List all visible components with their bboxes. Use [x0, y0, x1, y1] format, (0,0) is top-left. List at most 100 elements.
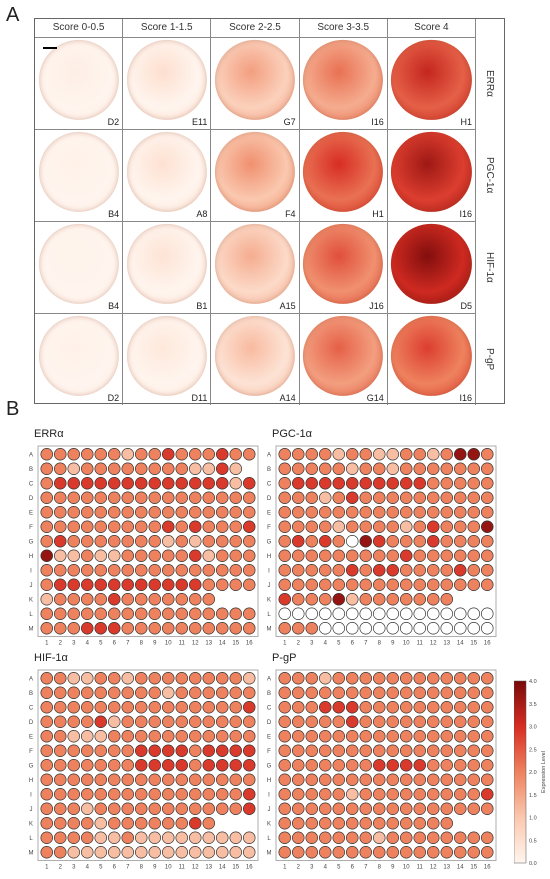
core-dot — [467, 744, 481, 757]
row-tick-label: I — [268, 792, 270, 798]
core-dot — [94, 622, 107, 635]
core-dot — [345, 563, 359, 577]
core-dot — [134, 447, 148, 461]
core-dot — [291, 593, 305, 606]
tissue-core-cell: H1 — [299, 129, 388, 221]
col-tick-label: 10 — [403, 641, 410, 647]
core-dot — [53, 802, 67, 816]
core-dot — [278, 578, 292, 592]
core-dot — [305, 787, 318, 801]
core-dot — [216, 447, 229, 461]
core-dot — [386, 578, 400, 592]
core-dot — [80, 729, 94, 743]
col-tick-label: 6 — [113, 865, 117, 871]
core-dot — [427, 758, 440, 772]
score-column-header: Score 2-2.5 — [211, 19, 300, 37]
core-dot — [318, 715, 332, 728]
colorbar-label: Expression Level — [541, 751, 547, 793]
core-dot — [345, 491, 359, 504]
core-dot — [481, 534, 494, 548]
tissue-core-image — [214, 223, 296, 304]
core-dot — [134, 729, 148, 743]
core-dot — [121, 534, 134, 548]
core-dot — [53, 447, 67, 461]
core-dot — [454, 563, 467, 577]
core-dot — [121, 817, 134, 830]
core-dot — [359, 447, 372, 461]
core-dot — [386, 729, 400, 743]
core-dot — [202, 744, 216, 757]
core-dot — [189, 563, 202, 577]
core-dot — [216, 729, 229, 743]
core-dot — [359, 520, 372, 533]
core-dot — [229, 831, 243, 845]
row-tick-label: M — [267, 626, 272, 632]
core-dot — [107, 715, 121, 728]
col-tick-label: 3 — [72, 865, 76, 871]
core-dot — [372, 700, 386, 714]
core-dot — [345, 593, 359, 606]
core-dot — [467, 476, 481, 490]
core-dot — [291, 817, 305, 830]
core-dot — [291, 622, 305, 635]
core-dot — [413, 846, 427, 859]
expression-colorbar: 0.0 0.5 1.0 1.5 2.0 2.5 3.0 3.5 4.0 Expression Le… — [513, 678, 548, 873]
core-dot — [332, 447, 345, 461]
core-dot — [332, 462, 345, 476]
core-dot — [467, 729, 481, 743]
core-dot — [427, 607, 440, 621]
core-id-label: I16 — [459, 393, 472, 403]
core-dot — [318, 744, 332, 757]
core-dot — [386, 846, 400, 859]
core-dot — [291, 491, 305, 504]
core-dot — [175, 447, 189, 461]
core-dot — [332, 817, 345, 830]
core-dot — [189, 802, 202, 816]
core-dot — [386, 462, 400, 476]
core-dot — [243, 758, 256, 772]
core-dot — [359, 744, 372, 757]
core-dot — [413, 802, 427, 816]
core-dot — [400, 534, 413, 548]
core-dot — [481, 462, 494, 476]
core-dot — [189, 744, 202, 757]
core-dot — [175, 505, 189, 519]
core-dot — [454, 447, 467, 461]
core-dot — [80, 563, 94, 577]
core-dot — [162, 505, 175, 519]
core-dot — [305, 622, 318, 635]
colorbar-tick-label: 2.0 — [529, 770, 537, 776]
core-dot — [189, 447, 202, 461]
core-dot — [162, 520, 175, 533]
core-dot — [175, 700, 189, 714]
core-dot — [107, 593, 121, 606]
core-dot — [332, 476, 345, 490]
core-dot — [305, 773, 318, 786]
core-dot — [440, 758, 454, 772]
core-dot — [386, 622, 400, 635]
core-dot — [94, 476, 107, 490]
core-dot — [318, 578, 332, 592]
core-dot — [243, 715, 256, 728]
core-dot — [243, 700, 256, 714]
row-tick-label: I — [30, 792, 32, 798]
core-dot — [427, 700, 440, 714]
core-dot — [467, 787, 481, 801]
core-dot — [318, 700, 332, 714]
core-dot — [359, 831, 372, 845]
core-dot — [454, 686, 467, 700]
core-dot — [440, 700, 454, 714]
core-dot — [80, 534, 94, 548]
core-id-label: B4 — [108, 209, 120, 219]
core-dot — [148, 549, 162, 562]
core-dot — [332, 846, 345, 859]
core-dot — [372, 787, 386, 801]
core-dot — [189, 700, 202, 714]
core-dot — [400, 802, 413, 816]
core-dot — [53, 505, 67, 519]
core-dot — [229, 686, 243, 700]
core-dot — [305, 715, 318, 728]
core-id-label: E11 — [192, 117, 208, 127]
core-dot — [121, 607, 134, 621]
